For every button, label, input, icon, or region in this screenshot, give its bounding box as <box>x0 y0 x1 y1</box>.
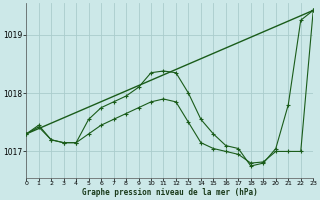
X-axis label: Graphe pression niveau de la mer (hPa): Graphe pression niveau de la mer (hPa) <box>82 188 258 197</box>
